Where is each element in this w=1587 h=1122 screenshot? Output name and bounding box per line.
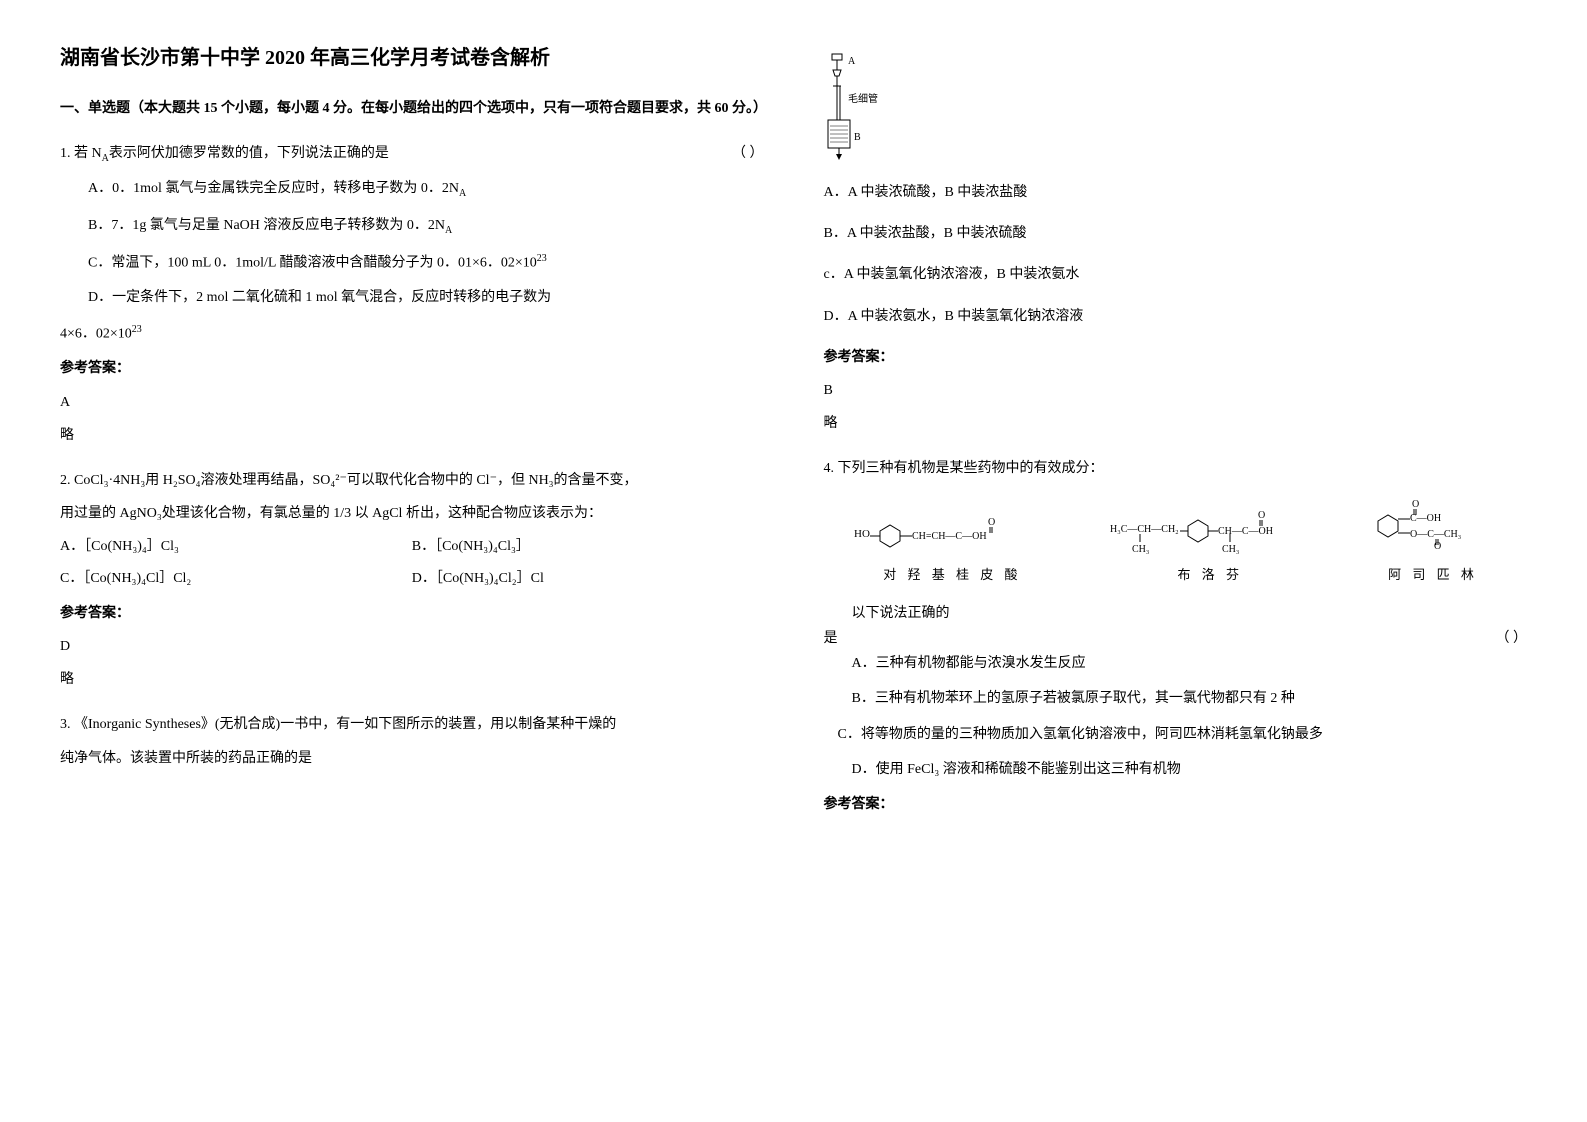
q4-substem-l1: 以下说法正确的 (852, 601, 1528, 626)
q4-substem-l2-row: 是 （ ） (824, 626, 1528, 651)
left-column: 湖南省长沙市第十中学 2020 年高三化学月考试卷含解析 一、单选题（本大题共 … (60, 40, 764, 825)
q1-optD-prefix: D．一定条件下，2 mol 二氧化硫和 1 mol 氧气混合，反应时转移的电子数… (88, 290, 551, 305)
svg-text:H₃C—CH—CH₂: H₃C—CH—CH₂ (1110, 524, 1179, 535)
q1-option-a: A．0．1mol 氯气与金属铁完全反应时，转移电子数为 0．2NA (88, 176, 764, 203)
page-container: 湖南省长沙市第十中学 2020 年高三化学月考试卷含解析 一、单选题（本大题共 … (60, 40, 1527, 825)
q1-answer-label: 参考答案： (60, 356, 764, 381)
q2-answer: D (60, 634, 764, 659)
structure-2-name: 布 洛 芬 (1110, 563, 1310, 586)
q3-answer-label: 参考答案： (824, 345, 1528, 370)
svg-text:CH₃: CH₃ (1222, 544, 1239, 555)
structure-1-svg: HO CH=CH—C—OH O (852, 507, 1052, 557)
q4-answer-label: 参考答案： (824, 792, 1528, 817)
q1-optA-sub: A (459, 188, 466, 199)
q3-stem-l1: 3. 《Inorganic Syntheses》(无机合成)一书中，有一如下图所… (60, 712, 764, 737)
diagram-label-a: A (848, 56, 856, 67)
svg-text:O: O (988, 517, 995, 528)
q2-option-d: D．［Co(NH₃)₄Cl₂］Cl (412, 566, 764, 591)
structure-3-name: 阿 司 匹 林 (1368, 563, 1498, 586)
structure-3: C—OH O O—C—CH₃ O 阿 司 匹 林 (1368, 497, 1498, 586)
q1-note: 略 (60, 423, 764, 448)
q1-stem: 1. 若 NA表示阿伏加德罗常数的值，下列说法正确的是 （ ） (60, 141, 764, 168)
structure-3-svg: C—OH O O—C—CH₃ O (1368, 497, 1498, 557)
diagram-label-mid: 毛细管 (848, 92, 878, 105)
right-column: A 毛细管 B A．A 中装浓硫酸，B 中装浓盐酸 B． (824, 40, 1528, 825)
q2-options-row1: A．［Co(NH₃)₄］Cl₃ B．［Co(NH₃)₄Cl₃］ (60, 534, 764, 559)
q1-optC-sup: 23 (537, 253, 547, 264)
question-4: 4. 下列三种有机物是某些药物中的有效成分： HO CH=CH—C—OH O 对… (824, 456, 1528, 817)
q2-option-b: B．［Co(NH₃)₄Cl₃］ (412, 534, 764, 559)
q1-optB-sub: A (445, 225, 452, 236)
q4-option-c: C．将等物质的量的三种物质加入氢氧化钠溶液中，阿司匹林消耗氢氧化钠最多 (838, 722, 1528, 747)
q2-option-c: C．［Co(NH₃)₄Cl］Cl₂ (60, 566, 412, 591)
q3-option-d: D．A 中装浓氨水，B 中装氢氧化钠浓溶液 (824, 304, 1528, 329)
q1-optD-sup: 23 (132, 324, 142, 335)
q4-option-b: B．三种有机物苯环上的氢原子若被氯原子取代，其一氯代物都只有 2 种 (852, 686, 1528, 711)
q2-option-a: A．［Co(NH₃)₄］Cl₃ (60, 534, 412, 559)
q4-option-d: D．使用 FeCl₃ 溶液和稀硫酸不能鉴别出这三种有机物 (852, 757, 1528, 782)
q1-answer: A (60, 390, 764, 415)
svg-text:CH₃: CH₃ (1132, 544, 1149, 555)
section-1-header: 一、单选题（本大题共 15 个小题，每小题 4 分。在每小题给出的四个选项中，只… (60, 96, 764, 121)
q3-note: 略 (824, 411, 1528, 436)
svg-text:CH=CH—C—OH: CH=CH—C—OH (912, 531, 987, 542)
q3-answer: B (824, 378, 1528, 403)
q3-diagram: A 毛细管 B (824, 50, 1528, 160)
q1-option-b: B．7．1g 氯气与足量 NaOH 溶液反应电子转移数为 0．2NA (88, 213, 764, 240)
q1-stem-prefix: 1. 若 N (60, 146, 102, 161)
q1-optC-prefix: C．常温下，100 mL 0．1mol/L 醋酸溶液中含醋酸分子为 0．01×6… (88, 255, 537, 270)
q4-structures: HO CH=CH—C—OH O 对 羟 基 桂 皮 酸 H₃C—CH—CH₂ (824, 497, 1528, 586)
q1-optD-l2-prefix: 4×6．02×10 (60, 326, 132, 341)
question-3: 3. 《Inorganic Syntheses》(无机合成)一书中，有一如下图所… (60, 712, 764, 770)
apparatus-icon: A 毛细管 B (824, 50, 894, 160)
svg-text:CH—C—OH: CH—C—OH (1218, 526, 1273, 537)
q4-stem: 4. 下列三种有机物是某些药物中的有效成分： (824, 456, 1528, 481)
question-1: 1. 若 NA表示阿伏加德罗常数的值，下列说法正确的是 （ ） A．0．1mol… (60, 141, 764, 448)
svg-text:O—C—CH₃: O—C—CH₃ (1410, 529, 1461, 540)
q2-options-row2: C．［Co(NH₃)₄Cl］Cl₂ D．［Co(NH₃)₄Cl₂］Cl (60, 566, 764, 591)
svg-text:O: O (1258, 510, 1265, 521)
q4-option-a: A．三种有机物都能与浓溴水发生反应 (852, 651, 1528, 676)
q4-paren: （ ） (1496, 626, 1528, 651)
question-2: 2. CoCl₃·4NH₃用 H₂SO₄溶液处理再结晶，SO₄²⁻可以取代化合物… (60, 468, 764, 692)
q1-option-d-line1: D．一定条件下，2 mol 二氧化硫和 1 mol 氧气混合，反应时转移的电子数… (88, 285, 764, 310)
q1-option-d-line2: 4×6．02×1023 (60, 321, 764, 347)
diagram-label-b: B (854, 132, 861, 143)
q3-stem-l2: 纯净气体。该装置中所装的药品正确的是 (60, 746, 764, 771)
q2-answer-label: 参考答案： (60, 601, 764, 626)
q4-substem-l2: 是 (824, 631, 838, 646)
q3-option-a: A．A 中装浓硫酸，B 中装浓盐酸 (824, 180, 1528, 205)
structure-2: H₃C—CH—CH₂ CH₃ CH—C—OH CH₃ O 布 洛 芬 (1110, 502, 1310, 586)
q1-optB-text: B．7．1g 氯气与足量 NaOH 溶液反应电子转移数为 0．2N (88, 218, 445, 233)
structure-1-name: 对 羟 基 桂 皮 酸 (852, 563, 1052, 586)
svg-text:O: O (1412, 499, 1419, 510)
q2-stem-l1: 2. CoCl₃·4NH₃用 H₂SO₄溶液处理再结晶，SO₄²⁻可以取代化合物… (60, 468, 764, 493)
q3-option-c: c．A 中装氢氧化钠浓溶液，B 中装浓氨水 (824, 262, 1528, 287)
q1-option-c: C．常温下，100 mL 0．1mol/L 醋酸溶液中含醋酸分子为 0．01×6… (88, 250, 764, 276)
q1-stem-suffix: 表示阿伏加德罗常数的值，下列说法正确的是 (109, 146, 389, 161)
svg-text:C—OH: C—OH (1410, 513, 1441, 524)
q1-optA-text: A．0．1mol 氯气与金属铁完全反应时，转移电子数为 0．2N (88, 181, 459, 196)
q1-stem-sub: A (102, 153, 109, 164)
svg-text:HO: HO (854, 528, 870, 540)
structure-1: HO CH=CH—C—OH O 对 羟 基 桂 皮 酸 (852, 507, 1052, 586)
structure-2-svg: H₃C—CH—CH₂ CH₃ CH—C—OH CH₃ O (1110, 502, 1310, 557)
q3-option-b: B．A 中装浓盐酸，B 中装浓硫酸 (824, 221, 1528, 246)
q1-paren: （ ） (732, 141, 764, 166)
q2-stem-l2: 用过量的 AgNO₃处理该化合物，有氯总量的 1/3 以 AgCl 析出，这种配… (60, 501, 764, 526)
document-title: 湖南省长沙市第十中学 2020 年高三化学月考试卷含解析 (60, 40, 764, 76)
q2-note: 略 (60, 667, 764, 692)
